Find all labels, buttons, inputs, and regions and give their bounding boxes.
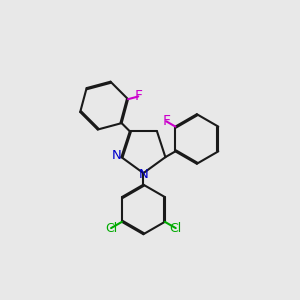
Text: Cl: Cl [105, 222, 117, 235]
Text: F: F [162, 114, 170, 128]
Text: F: F [134, 89, 142, 103]
Text: N: N [139, 168, 148, 181]
Text: Cl: Cl [169, 222, 182, 235]
Text: N: N [112, 149, 121, 162]
